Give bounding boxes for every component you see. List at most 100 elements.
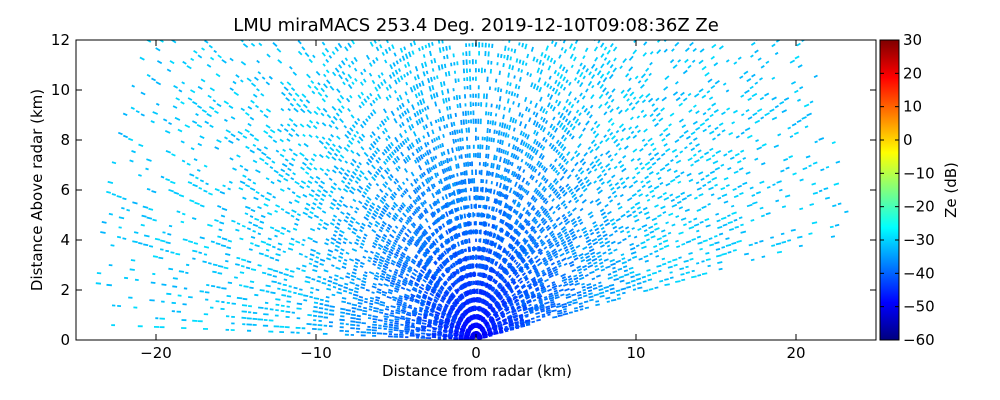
ze-speckle [355,284,360,287]
ze-speckle [451,262,456,268]
ze-speckle [445,257,450,263]
ze-speckle [312,202,317,206]
ze-speckle [525,220,531,226]
ze-speckle [454,155,457,161]
ze-speckle [621,261,627,265]
ze-speckle [354,261,359,265]
ze-speckle [528,154,532,160]
ze-speckle [340,195,345,200]
ze-speckle [426,131,431,138]
ze-speckle [498,209,501,214]
ze-speckle [430,139,434,144]
ze-speckle [489,258,493,264]
ze-speckle [375,193,381,198]
ze-speckle [485,248,489,253]
ze-speckle [315,135,319,139]
ze-speckle [600,211,606,216]
ze-speckle [722,223,728,227]
ze-speckle [338,158,343,163]
ze-speckle [328,177,333,181]
ze-speckle [268,75,273,80]
ze-speckle [760,116,765,120]
ze-speckle [389,284,394,288]
ze-speckle [312,125,318,130]
ze-speckle [146,73,151,78]
ze-speckle [688,226,695,230]
ze-speckle [599,294,605,298]
ze-speckle [462,197,465,201]
ze-speckle [388,269,393,273]
ze-speckle [278,271,284,275]
ze-speckle [536,291,541,296]
ze-speckle [532,280,537,284]
ze-speckle [355,221,361,226]
ze-speckle [781,240,787,244]
ze-speckle [374,301,380,305]
ze-speckle [503,268,508,274]
ze-speckle [507,286,513,291]
ze-speckle [426,188,429,193]
ze-speckle [235,263,240,266]
ze-speckle [415,196,420,202]
ze-speckle [528,271,533,275]
ze-speckle [671,223,676,227]
ze-speckle [590,251,596,256]
ze-speckle [617,205,623,210]
ze-speckle [702,183,707,188]
ze-speckle [530,292,535,296]
ze-speckle [688,178,694,183]
ze-speckle [390,110,395,117]
ze-speckle [529,260,535,266]
ze-speckle [534,112,539,118]
ze-speckle [442,293,447,298]
ze-speckle [285,172,290,177]
ze-speckle [174,116,181,121]
ze-speckle [394,146,400,152]
ze-speckle [630,158,635,162]
ze-speckle [394,79,398,85]
ze-speckle [573,307,578,310]
ze-speckle [492,278,496,283]
ze-speckle [684,208,690,213]
ze-speckle [526,134,530,140]
ze-speckle [417,291,422,295]
ze-speckle [598,93,604,100]
ze-speckle [495,104,498,109]
ze-speckle [400,286,406,290]
ze-speckle [750,258,755,262]
ze-speckle [311,278,316,281]
ze-speckle [824,196,831,200]
ze-speckle [315,288,320,292]
ze-speckle [642,113,648,118]
ze-speckle [599,153,604,157]
ze-speckle [502,194,506,198]
ze-speckle [146,216,153,220]
ze-speckle [425,114,429,120]
ze-speckle [354,210,358,214]
ze-speckle [498,307,503,311]
ze-speckle [587,146,592,150]
ze-speckle [351,271,357,275]
ze-speckle [356,165,361,169]
ze-speckle [534,270,539,275]
ze-speckle [438,323,443,327]
ze-speckle [449,327,454,331]
ze-speckle [319,262,324,266]
ze-speckle [813,74,818,79]
ze-speckle [143,234,150,238]
ze-speckle [436,189,440,195]
ze-speckle [421,319,428,323]
ze-speckle [793,131,799,136]
ze-speckle [409,236,415,242]
ze-speckle [332,256,337,260]
ze-speckle [580,258,586,263]
ze-speckle [447,166,451,172]
ze-speckle [554,158,558,163]
ze-speckle [548,292,553,296]
ze-speckle [483,204,486,210]
ze-speckle [484,320,489,326]
ze-speckle [654,204,659,208]
ze-speckle [635,244,640,248]
ze-speckle [663,143,668,147]
ze-speckle [642,52,647,57]
